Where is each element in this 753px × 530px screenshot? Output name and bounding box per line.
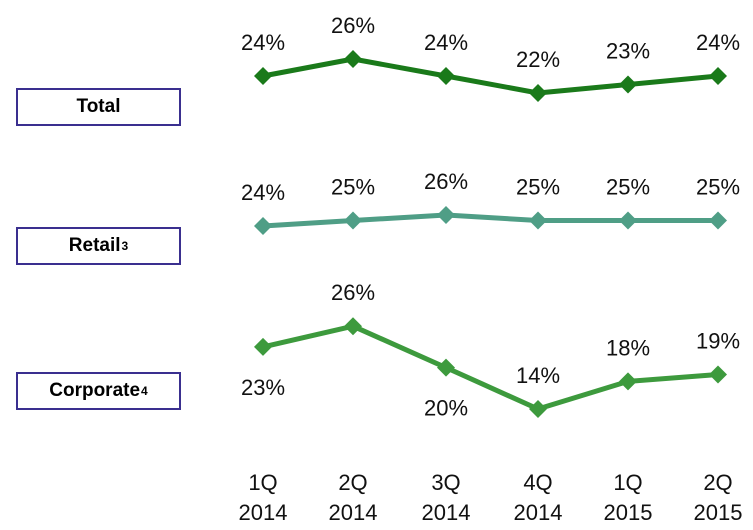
data-point-total: [344, 50, 362, 68]
data-point-corporate: [254, 337, 272, 356]
data-point-total: [254, 67, 272, 85]
x-axis-ticks: 1Q 2014 2Q 2014 3Q 2014 4Q 2014 1Q 2015 2Q 2015: [239, 470, 743, 525]
series-name-total: Total: [76, 96, 121, 117]
x-tick-label: 2Q 2015: [694, 470, 743, 525]
data-label-corporate: 18%: [606, 335, 650, 360]
data-label-retail: 25%: [606, 175, 650, 200]
x-tick-label: 3Q 2014: [422, 470, 471, 525]
data-point-retail: [437, 206, 455, 224]
data-point-corporate: [529, 400, 547, 418]
data-point-retail: [529, 211, 547, 230]
series-corporate: 23% 26% 20% 14% 18% 19%: [241, 280, 740, 420]
data-label-total: 23%: [606, 39, 650, 64]
data-point-corporate: [619, 372, 637, 391]
data-point-corporate: [709, 365, 727, 384]
data-label-retail: 25%: [696, 175, 740, 200]
data-label-total: 26%: [331, 13, 375, 38]
x-tick-label: 1Q 2014: [239, 470, 288, 525]
series-retail: 24% 25% 26% 25% 25% 25%: [241, 169, 740, 235]
series-name-retail: Retail: [68, 235, 121, 256]
data-label-corporate: 20%: [424, 396, 468, 421]
data-label-total: 24%: [424, 30, 468, 55]
x-tick-label: 4Q 2014: [514, 470, 563, 525]
series-footnote-retail: 3: [121, 239, 129, 253]
series-label-retail: Retail 3: [16, 227, 181, 265]
data-label-total: 22%: [516, 47, 560, 72]
data-point-total: [437, 67, 455, 85]
series-line-retail: [262, 212, 718, 229]
data-label-retail: 25%: [331, 175, 375, 200]
data-label-retail: 24%: [241, 180, 285, 205]
data-point-retail: [619, 211, 637, 230]
data-point-total: [529, 84, 547, 102]
x-tick-label: 2Q 2014: [329, 470, 378, 525]
data-label-corporate: 23%: [241, 375, 285, 400]
data-point-total: [619, 75, 637, 94]
data-label-corporate: 14%: [516, 363, 560, 388]
series-name-corporate: Corporate: [49, 380, 141, 401]
series-line-corporate: [262, 323, 719, 412]
series-label-total: Total: [16, 88, 181, 126]
data-point-retail: [344, 211, 362, 230]
series-footnote-corporate: 4: [141, 384, 148, 398]
x-tick-label: 1Q 2015: [604, 470, 653, 525]
series-line-total: [262, 56, 719, 96]
data-point-corporate: [437, 358, 455, 377]
data-point-corporate: [344, 317, 362, 336]
data-point-retail: [254, 217, 272, 235]
series-total: 24% 26% 24% 22% 23% 24%: [241, 13, 740, 102]
data-point-total: [709, 67, 727, 85]
data-label-corporate: 19%: [696, 329, 740, 354]
data-label-corporate: 26%: [331, 280, 375, 305]
data-label-retail: 26%: [424, 169, 468, 194]
data-label-retail: 25%: [516, 175, 560, 200]
series-label-corporate: Corporate 4: [16, 372, 181, 410]
data-label-total: 24%: [241, 30, 285, 55]
data-point-retail: [709, 211, 727, 230]
data-label-total: 24%: [696, 30, 740, 55]
